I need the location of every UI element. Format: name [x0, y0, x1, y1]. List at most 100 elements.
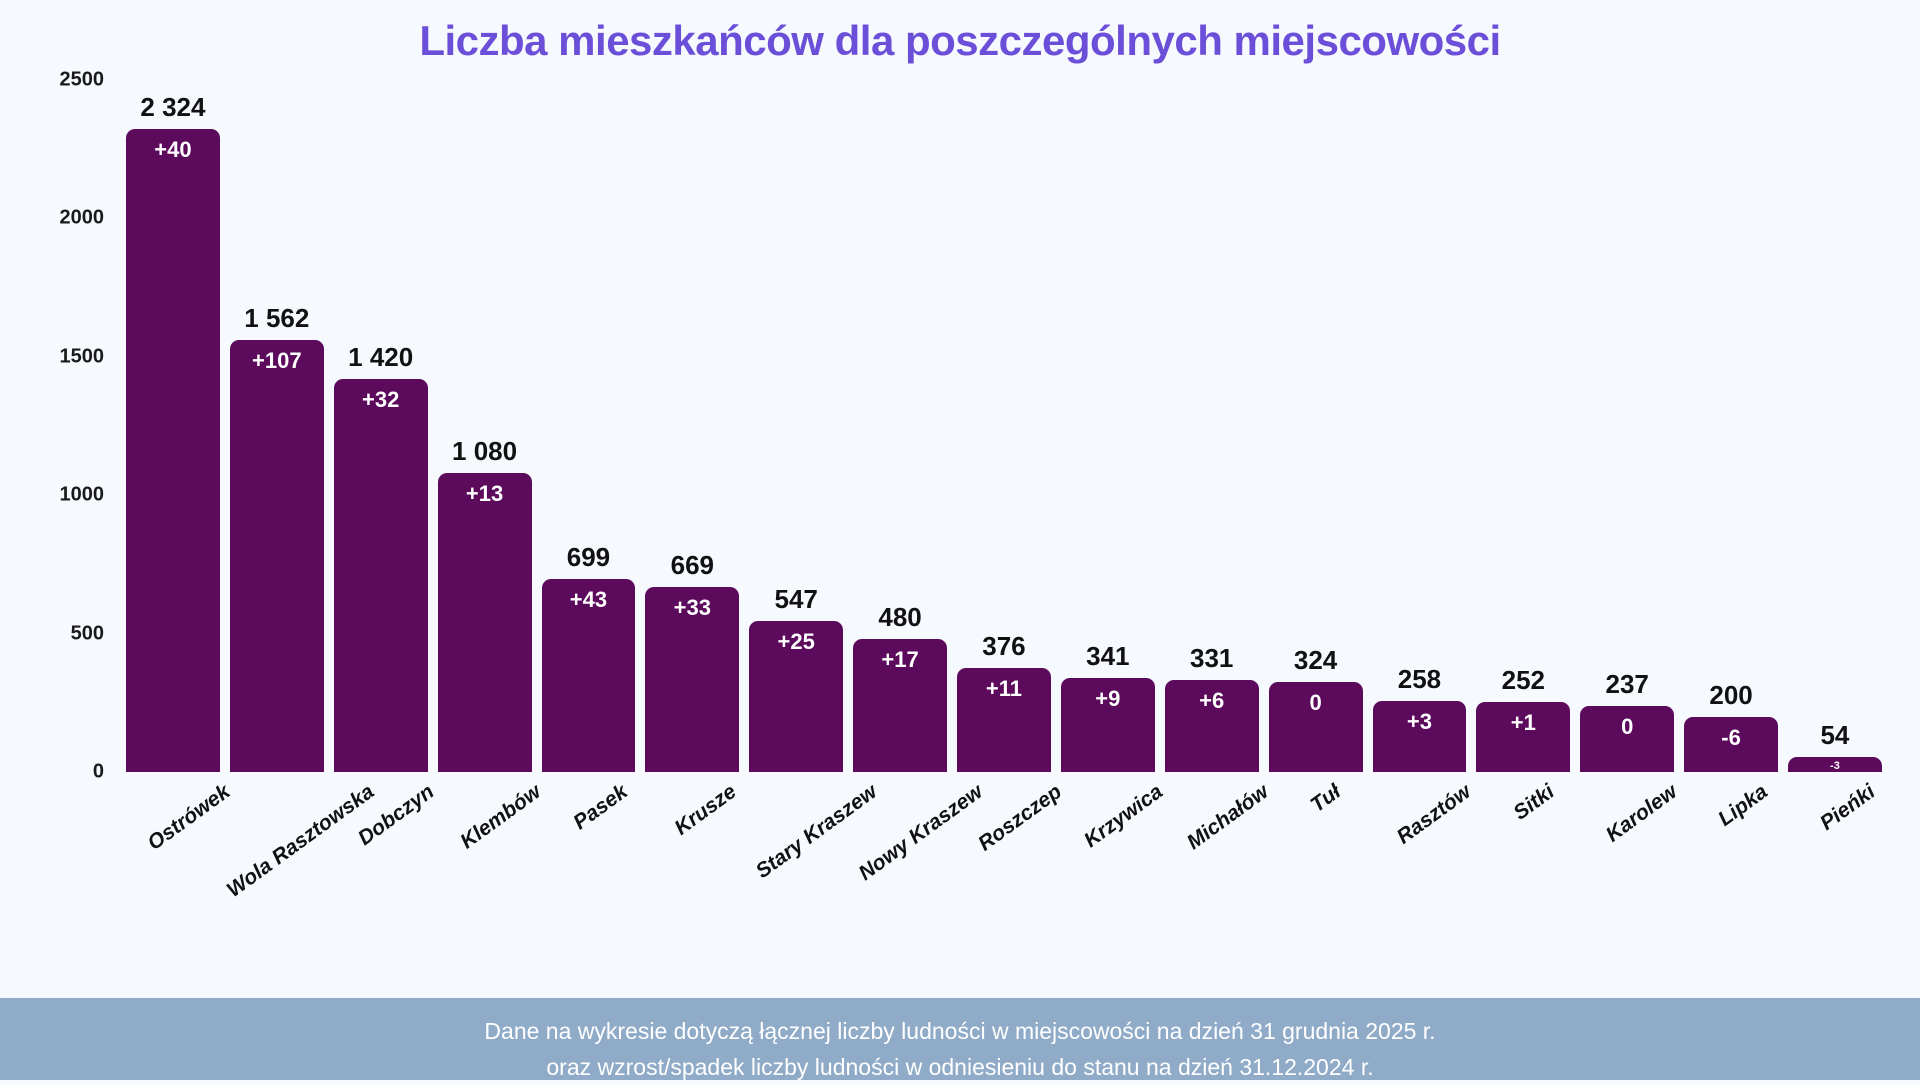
bar[interactable]: +17 — [853, 639, 947, 772]
bar-delta-label: +32 — [362, 386, 400, 412]
bar-series: 2 324 +40 1 562 +107 1 420 +32 1 080 +13 699 +43 6… — [126, 80, 1882, 772]
bar-delta-label: +107 — [252, 347, 302, 373]
bar-value-label: 1 420 — [348, 341, 414, 372]
bar[interactable]: -3 — [1788, 757, 1882, 772]
footer-line-2: oraz wzrost/spadek liczby ludności w odn… — [546, 1053, 1374, 1080]
bar-column[interactable]: 200 -6 — [1684, 80, 1778, 772]
bar-delta-label: +40 — [154, 136, 192, 162]
bar-delta-label: +25 — [777, 628, 815, 654]
bar-column[interactable]: 480 +17 — [853, 80, 947, 772]
bar-value-label: 237 — [1605, 669, 1649, 700]
x-axis-tick-label: Pasek — [569, 780, 633, 835]
bar-delta-label: +1 — [1510, 710, 1536, 736]
bar-delta-label: -3 — [1830, 760, 1840, 772]
bar-column[interactable]: 2 324 +40 — [126, 80, 220, 772]
x-axis-tick-label: Pieńki — [1815, 780, 1880, 835]
x-axis-tick-cell: Pieńki — [1788, 772, 1882, 962]
bar[interactable]: +13 — [437, 473, 532, 772]
x-axis-tick-cell: Dobczyn — [334, 772, 438, 962]
y-axis-tick: 1000 — [59, 483, 105, 506]
x-axis-tick-label: Dobczyn — [353, 780, 438, 851]
bar-value-label: 1 080 — [452, 436, 518, 467]
bar-column[interactable]: 1 562 +107 — [229, 80, 324, 772]
bar-column[interactable]: 376 +11 — [957, 80, 1051, 772]
x-axis-tick-label: Michałów — [1182, 780, 1273, 855]
bar-value-label: 200 — [1709, 679, 1753, 710]
bar[interactable]: +32 — [333, 378, 428, 772]
y-axis-tick: 1500 — [59, 345, 105, 368]
bar-delta-label: +6 — [1199, 688, 1225, 714]
bar-delta-label: +13 — [465, 481, 504, 507]
bar-column[interactable]: 54 -3 — [1788, 80, 1882, 772]
bar-column[interactable]: 258 +3 — [1372, 80, 1467, 772]
bar[interactable]: 0 — [1580, 706, 1675, 772]
x-axis-tick-cell: Stary Kraszew — [749, 772, 882, 962]
bar-value-label: 699 — [566, 541, 611, 572]
bar[interactable]: +11 — [957, 667, 1051, 772]
bar-value-label: 480 — [878, 602, 922, 633]
bar[interactable]: +6 — [1164, 680, 1259, 772]
bar[interactable]: +3 — [1372, 700, 1467, 772]
y-axis-tick: 2500 — [59, 68, 105, 91]
x-axis-tick-label: Ostrówek — [143, 780, 235, 855]
x-axis-tick-cell: Nowy Kraszew — [853, 772, 987, 962]
x-axis-tick-label: Karolew — [1601, 780, 1682, 847]
bar-delta-label: +11 — [985, 675, 1022, 701]
x-axis-tick-label: Krusze — [670, 780, 741, 840]
y-axis-tick: 500 — [70, 622, 104, 645]
bar-column[interactable]: 331 +6 — [1164, 80, 1259, 772]
bar[interactable]: 0 — [1268, 682, 1363, 772]
x-axis-tick-cell: Michałów — [1165, 772, 1272, 962]
x-axis-tick-cell: Krzywica — [1061, 772, 1167, 962]
x-axis-tick-cell: Tuł — [1269, 772, 1363, 962]
bar-value-label: 547 — [774, 583, 818, 614]
x-axis-tick-cell: Ostrówek — [126, 772, 234, 962]
bar[interactable]: +40 — [126, 128, 220, 772]
x-axis-tick-cell: Sitki — [1476, 772, 1570, 962]
bar-column[interactable]: 1 080 +13 — [437, 80, 532, 772]
plot-area: 0 500 1000 1500 2000 2500 2 324 +40 1 562 +107 1 … — [0, 69, 1904, 998]
bar-value-label: 54 — [1820, 720, 1850, 751]
bar-value-label: 376 — [982, 630, 1026, 661]
bar-value-label: 331 — [1189, 643, 1234, 674]
x-axis-tick-cell: Klembów — [438, 772, 545, 962]
bar-column[interactable]: 324 0 — [1268, 80, 1363, 772]
x-axis-tick-cell: Pasek — [542, 772, 636, 962]
x-axis-tick-label: Krzywica — [1079, 780, 1167, 853]
bar-column[interactable]: 669 +33 — [645, 80, 740, 772]
x-axis-tick-label: Lipka — [1714, 780, 1773, 831]
x-axis-tick-cell: Roszczep — [957, 772, 1066, 962]
bar-column[interactable]: 547 +25 — [749, 80, 844, 772]
bar-delta-label: +17 — [881, 647, 919, 673]
bar-column[interactable]: 699 +43 — [541, 80, 636, 772]
bar[interactable]: +1 — [1476, 702, 1571, 772]
bar-value-label: 324 — [1293, 645, 1338, 676]
bar[interactable]: +25 — [749, 620, 844, 772]
bar-value-label: 2 324 — [140, 91, 206, 122]
bar-delta-label: 0 — [1309, 690, 1322, 716]
bar-delta-label: -6 — [1721, 724, 1741, 750]
bar[interactable]: -6 — [1684, 716, 1778, 772]
bar[interactable]: +43 — [541, 578, 636, 772]
bar-delta-label: +9 — [1095, 685, 1121, 711]
bar[interactable]: +107 — [229, 339, 324, 772]
bar-delta-label: 0 — [1621, 714, 1634, 740]
bar-column[interactable]: 1 420 +32 — [333, 80, 428, 772]
x-axis-tick-cell: Rasztów — [1373, 772, 1475, 962]
bar[interactable]: +9 — [1060, 677, 1155, 772]
x-axis-tick-cell: Karolew — [1580, 772, 1682, 962]
bar[interactable]: +33 — [645, 586, 740, 772]
x-axis-tick-cell: Wola Rasztowska — [222, 772, 378, 962]
footer-note: Dane na wykresie dotyczą łącznej liczby … — [0, 998, 1920, 1080]
bar-column[interactable]: 341 +9 — [1060, 80, 1155, 772]
bar-column[interactable]: 252 +1 — [1476, 80, 1571, 772]
footer-line-1: Dane na wykresie dotyczą łącznej liczby … — [484, 1018, 1436, 1044]
y-axis: 0 500 1000 1500 2000 2500 — [0, 69, 118, 783]
x-axis-tick-cell: Krusze — [645, 772, 741, 962]
bar-delta-label: +3 — [1406, 708, 1432, 734]
bar-delta-label: +43 — [569, 586, 608, 612]
x-axis-tick-label: Sitki — [1509, 780, 1560, 825]
bar-value-label: 341 — [1086, 640, 1130, 671]
bar-column[interactable]: 237 0 — [1580, 80, 1675, 772]
